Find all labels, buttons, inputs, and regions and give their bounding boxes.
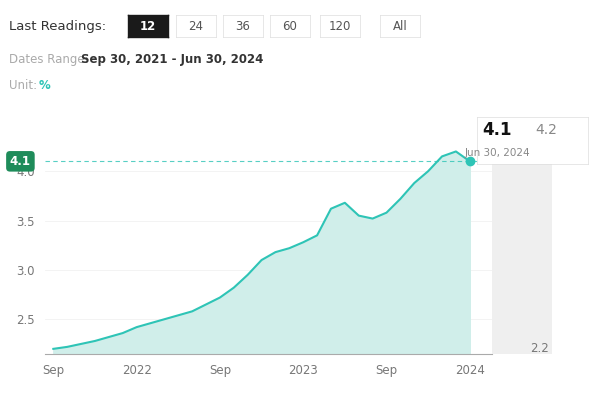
Text: 24: 24 (188, 20, 203, 32)
Text: All: All (392, 20, 407, 32)
Text: %: % (39, 79, 51, 92)
Text: 120: 120 (329, 20, 351, 32)
Text: 2.2: 2.2 (530, 342, 549, 355)
Text: 4.1: 4.1 (482, 121, 512, 139)
Text: Jun 30, 2024: Jun 30, 2024 (464, 148, 530, 158)
Text: 12: 12 (140, 20, 156, 32)
Text: Dates Range:: Dates Range: (9, 53, 92, 66)
Text: 36: 36 (236, 20, 250, 32)
Text: Last Readings:: Last Readings: (9, 20, 106, 33)
Text: Sep 30, 2021 - Jun 30, 2024: Sep 30, 2021 - Jun 30, 2024 (81, 53, 263, 66)
Text: Unit:: Unit: (9, 79, 44, 92)
Text: 60: 60 (283, 20, 298, 32)
Text: 4.2: 4.2 (535, 123, 557, 137)
Text: 4.1: 4.1 (10, 155, 31, 168)
